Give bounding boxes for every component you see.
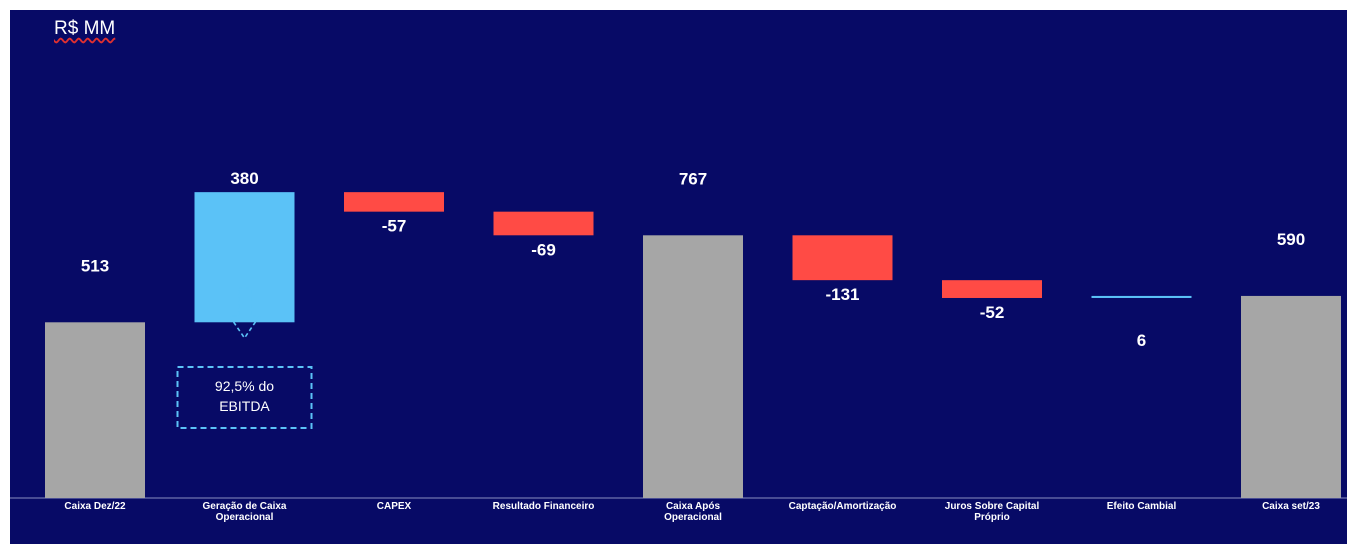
category-label-4: Caixa Após Operacional	[664, 501, 722, 523]
value-label-4: 767	[679, 169, 707, 188]
annotation-box	[176, 366, 313, 429]
bar-1	[194, 192, 295, 323]
category-label-5: Captação/Amortização	[789, 501, 897, 512]
value-label-1: 380	[230, 169, 258, 188]
bar-8	[1241, 295, 1341, 498]
down-arrow-icon	[227, 287, 262, 340]
annotation-text: 92,5% do EBITDA	[215, 378, 274, 414]
value-label-8: 590	[1277, 230, 1305, 249]
category-label-3: Resultado Financeiro	[493, 501, 595, 512]
category-label-7: Efeito Cambial	[1107, 501, 1177, 512]
category-label-6: Juros Sobre Capital Próprio	[945, 501, 1040, 523]
bar-3	[493, 211, 594, 236]
bar-5	[792, 235, 893, 281]
value-label-3: -69	[531, 240, 556, 259]
bar-6	[942, 280, 1042, 298]
category-label-2: CAPEX	[377, 501, 412, 512]
value-label-2: -57	[382, 217, 407, 236]
bar-0	[45, 322, 145, 498]
value-label-7: 6	[1137, 331, 1146, 350]
value-label-0: 513	[81, 256, 109, 275]
unit-label-text: R$ MM	[54, 18, 116, 39]
value-label-6: -52	[980, 303, 1005, 322]
value-label-5: -131	[825, 285, 859, 304]
category-label-8: Caixa set/23	[1262, 501, 1320, 512]
bar-2	[344, 192, 444, 212]
bar-4	[643, 235, 743, 499]
category-label-0: Caixa Dez/22	[64, 501, 126, 512]
bar-7	[1091, 295, 1192, 298]
category-label-1: Geração de Caixa Operacional	[203, 501, 287, 523]
unit-label: R$ MM	[54, 18, 115, 40]
